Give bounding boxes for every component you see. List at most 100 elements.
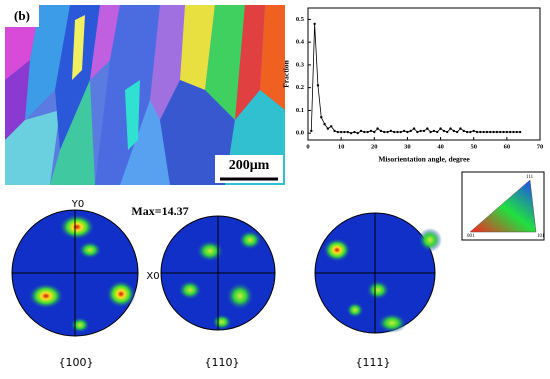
pole-figure bbox=[160, 215, 276, 331]
data-point bbox=[469, 130, 472, 134]
data-point bbox=[366, 130, 369, 134]
data-point bbox=[482, 130, 485, 134]
y-tick-label: 0.3 bbox=[296, 61, 305, 68]
data-point bbox=[326, 127, 330, 130]
x-tick-label: 30 bbox=[404, 143, 411, 150]
data-point bbox=[409, 129, 412, 133]
scale-bar-label: 200μm bbox=[229, 158, 270, 173]
pole-figure bbox=[314, 212, 442, 334]
pole-figure-label: {110} bbox=[205, 356, 240, 369]
data-point bbox=[429, 130, 432, 134]
panel-label: (b) bbox=[14, 8, 30, 23]
data-point bbox=[336, 130, 340, 134]
data-point bbox=[439, 127, 442, 130]
data-point bbox=[508, 130, 512, 134]
x-tick-label: 10 bbox=[338, 143, 345, 150]
data-point bbox=[489, 130, 492, 134]
ipf-label: 111 bbox=[526, 175, 534, 180]
data-point bbox=[373, 130, 376, 134]
ipf-triangle bbox=[469, 179, 537, 233]
data-point bbox=[339, 130, 343, 134]
x-tick-label: 70 bbox=[537, 143, 544, 150]
data-point bbox=[386, 130, 389, 134]
x-tick-label: 50 bbox=[470, 143, 477, 150]
data-point bbox=[426, 127, 429, 130]
data-point bbox=[505, 130, 509, 134]
data-point bbox=[346, 130, 349, 134]
ebsd-map bbox=[5, 5, 285, 185]
y-tick-label: 0.1 bbox=[296, 107, 304, 114]
ipf-label: 101 bbox=[537, 234, 545, 239]
x-tick-label: 60 bbox=[504, 143, 511, 150]
data-point bbox=[455, 130, 459, 134]
x-tick-label: 20 bbox=[371, 143, 378, 150]
data-point bbox=[383, 130, 386, 134]
series-line bbox=[310, 23, 521, 134]
data-point bbox=[323, 122, 326, 126]
data-point bbox=[363, 130, 366, 134]
axis-marker: X0 bbox=[146, 271, 159, 282]
data-point bbox=[379, 129, 383, 133]
y-axis-label: Fraction bbox=[282, 59, 291, 87]
axis-marker: Y0 bbox=[71, 199, 84, 210]
data-point bbox=[313, 22, 316, 26]
data-point bbox=[369, 129, 373, 133]
data-point bbox=[396, 130, 399, 134]
data-point bbox=[462, 129, 465, 133]
line-chart: 0.0 0.1 0.2 0.3 0.4 0.5 0 10 20 30 40 50 60 70 bbox=[296, 16, 543, 151]
data-point bbox=[475, 130, 479, 134]
data-point bbox=[515, 130, 518, 134]
max-label: Max=14.37 bbox=[131, 204, 188, 218]
data-point bbox=[333, 129, 336, 133]
data-point bbox=[432, 129, 436, 133]
data-point bbox=[512, 130, 515, 134]
x-axis-label: Misorientation angle, degree bbox=[378, 155, 470, 164]
plot-frame bbox=[307, 7, 541, 141]
data-point bbox=[356, 131, 359, 135]
data-point bbox=[412, 127, 416, 130]
panel-label-box bbox=[5, 5, 39, 27]
x-tick-label: 40 bbox=[437, 143, 444, 150]
data-point bbox=[419, 129, 422, 133]
y-tick-label: 0.5 bbox=[296, 16, 305, 23]
data-point bbox=[518, 130, 522, 134]
pole-figure-label: {100} bbox=[59, 356, 94, 369]
data-point bbox=[446, 130, 449, 134]
data-point bbox=[442, 129, 446, 133]
data-point bbox=[343, 130, 346, 134]
data-point bbox=[316, 84, 320, 87]
y-tick-label: 0.0 bbox=[296, 130, 304, 137]
data-point bbox=[459, 127, 462, 130]
data-point bbox=[392, 130, 396, 134]
data-point bbox=[376, 127, 379, 130]
data-point bbox=[353, 130, 356, 134]
data-point bbox=[349, 131, 353, 135]
data-point bbox=[389, 129, 393, 133]
data-point bbox=[422, 129, 426, 133]
data-point bbox=[499, 130, 502, 134]
data-point bbox=[472, 129, 475, 133]
data-point bbox=[359, 129, 363, 133]
data-point bbox=[330, 125, 333, 128]
data-point bbox=[485, 130, 489, 134]
data-point bbox=[465, 130, 469, 134]
data-point bbox=[452, 129, 456, 133]
ipf-label: 001 bbox=[467, 234, 475, 239]
data-point bbox=[416, 130, 419, 134]
data-point bbox=[436, 130, 439, 134]
data-point bbox=[479, 130, 482, 134]
pole-figure-label: {111} bbox=[356, 356, 391, 369]
x-tick-label: 0 bbox=[306, 143, 309, 150]
data-point bbox=[492, 130, 495, 134]
y-tick-label: 0.4 bbox=[296, 39, 305, 46]
data-point bbox=[399, 130, 402, 134]
data-point bbox=[320, 116, 323, 119]
data-point bbox=[449, 127, 452, 130]
pole-figure bbox=[11, 209, 139, 337]
data-point bbox=[406, 130, 409, 134]
data-point bbox=[502, 130, 505, 134]
data-point bbox=[495, 130, 499, 134]
data-point bbox=[310, 129, 313, 133]
data-point bbox=[402, 129, 406, 133]
